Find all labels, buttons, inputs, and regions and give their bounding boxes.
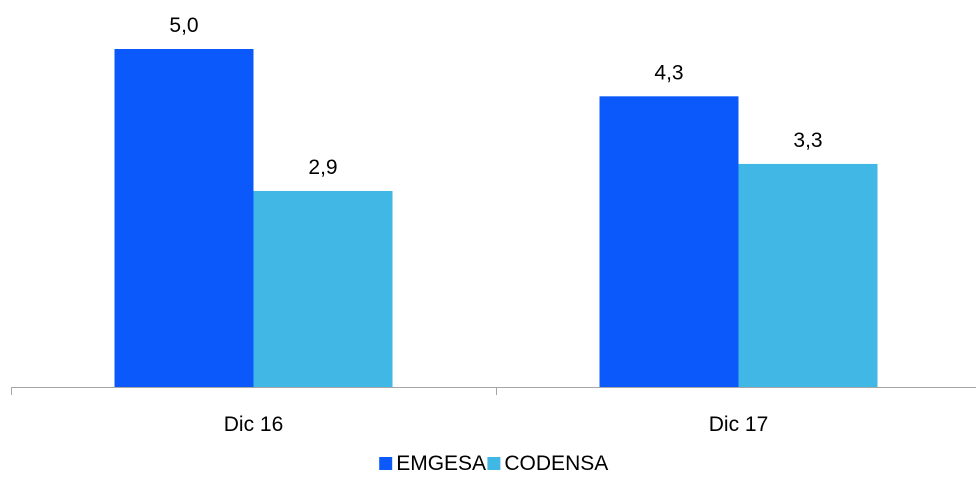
bar-emgesa-0 [114, 49, 254, 387]
legend-swatch-emgesa [379, 457, 393, 470]
data-labels: 5,0 2,9 4,3 3,3 [169, 14, 822, 179]
x-tick-label: Dic 16 [224, 413, 284, 436]
legend: EMGESA CODENSA [379, 452, 608, 475]
data-label: 5,0 [169, 14, 198, 37]
legend-label-codensa: CODENSA [504, 452, 608, 475]
legend-label-emgesa: EMGESA [396, 452, 486, 475]
bar-codensa-1 [738, 163, 878, 387]
data-label: 3,3 [793, 129, 822, 152]
data-label: 4,3 [654, 61, 683, 84]
bars-layer [114, 49, 878, 387]
bar-codensa-0 [253, 190, 393, 387]
legend-swatch-codensa [487, 457, 501, 470]
x-axis: Dic 16 Dic 17 [11, 387, 976, 436]
x-tick-label: Dic 17 [709, 413, 769, 436]
bar-emgesa-1 [599, 96, 739, 387]
data-label: 2,9 [308, 156, 337, 179]
